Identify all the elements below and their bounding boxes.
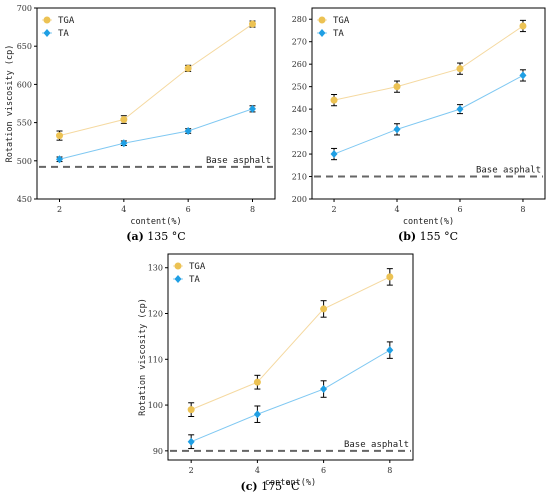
legend-label-ta: TA — [333, 29, 344, 39]
data-point-ta — [330, 150, 338, 159]
y-axis-label: Rotation viscosity (cp) — [138, 298, 148, 416]
y-tick-label: 650 — [17, 42, 32, 51]
x-tick-label: 4 — [121, 205, 126, 214]
data-point-ta — [386, 346, 394, 355]
panel-caption: (a) 135 °C — [126, 230, 185, 243]
legend-label-tga: TGA — [333, 16, 350, 26]
legend-marker — [174, 262, 182, 270]
legend-marker — [174, 275, 182, 283]
panel-caption-temperature: 155 °C — [416, 230, 458, 243]
chart-panel-2: 2 4 6 8 200 210 220 230 240 250 260 270 280 content(%… — [292, 7, 546, 243]
chart-panel-1: 2 4 6 8 450 500 550 600 650 700 content(%) Rotation… — [5, 4, 276, 243]
x-axis-label: content(%) — [265, 478, 316, 488]
x-tick-label: 4 — [394, 205, 399, 214]
data-point-tga — [248, 20, 256, 28]
x-tick-label: 4 — [255, 466, 260, 475]
data-point-ta — [393, 125, 401, 134]
legend-marker — [318, 16, 326, 24]
x-tick-label: 2 — [57, 205, 62, 214]
legend-label-ta: TA — [58, 29, 69, 39]
panel-caption-label: (c) — [240, 480, 257, 493]
y-tick-label: 120 — [148, 310, 163, 319]
data-point-ta — [248, 104, 256, 113]
panel-caption-label: (a) — [126, 230, 144, 243]
x-axis-label: content(%) — [403, 217, 454, 227]
data-point-ta — [187, 437, 195, 446]
x-tick-label: 8 — [250, 205, 255, 214]
y-axis-label: Rotation viscosity (cp) — [5, 45, 15, 163]
y-tick-label: 220 — [292, 150, 307, 159]
legend-label-ta: TA — [189, 275, 200, 285]
panel-caption: (c) 175 °C — [240, 480, 299, 493]
x-tick-label: 6 — [186, 205, 191, 214]
y-tick-label: 230 — [292, 128, 307, 137]
data-point-ta — [320, 385, 328, 394]
data-point-tga — [519, 22, 527, 30]
y-tick-label: 90 — [153, 447, 163, 456]
y-tick-label: 250 — [292, 83, 307, 92]
y-tick-label: 280 — [292, 15, 307, 24]
legend-marker — [43, 29, 51, 37]
data-point-tga — [120, 116, 128, 124]
data-point-tga — [187, 406, 195, 414]
plot-frame — [311, 7, 546, 200]
y-tick-label: 700 — [17, 4, 32, 13]
x-axis-label: content(%) — [130, 217, 181, 227]
data-point-tga — [320, 305, 328, 313]
x-tick-label: 8 — [387, 466, 392, 475]
series-line-ta — [333, 74, 524, 155]
series-line-tga — [59, 23, 253, 137]
chart-panel-3: 2 4 6 8 90 100 110 120 130 content(%) Rotation vis… — [138, 253, 414, 493]
legend-label-tga: TGA — [58, 16, 75, 26]
series-line-tga — [190, 276, 391, 411]
data-point-tga — [393, 83, 401, 91]
y-tick-label: 210 — [292, 173, 307, 182]
y-tick-label: 110 — [148, 355, 163, 364]
data-point-tga — [253, 378, 261, 386]
panel-caption: (b) 155 °C — [398, 230, 458, 243]
y-tick-label: 100 — [148, 401, 163, 410]
y-tick-label: 130 — [148, 264, 163, 273]
data-point-tga — [56, 132, 64, 140]
y-tick-label: 600 — [17, 80, 32, 89]
panel-caption-label: (b) — [398, 230, 416, 243]
data-point-ta — [253, 410, 261, 419]
x-tick-label: 6 — [321, 466, 326, 475]
x-tick-label: 2 — [189, 466, 194, 475]
y-tick-label: 200 — [292, 195, 307, 204]
x-tick-label: 8 — [520, 205, 525, 214]
x-tick-label: 6 — [457, 205, 462, 214]
data-point-tga — [386, 273, 394, 281]
y-tick-label: 550 — [17, 119, 32, 128]
plot-frame — [36, 7, 276, 200]
legend-label-tga: TGA — [189, 262, 206, 272]
panel-caption-temperature: 175 °C — [258, 480, 300, 493]
legend-marker — [43, 16, 51, 24]
series-line-tga — [333, 25, 524, 101]
base-asphalt-label: Base asphalt — [476, 166, 541, 176]
data-point-tga — [456, 65, 464, 73]
y-tick-label: 260 — [292, 60, 307, 69]
data-point-ta — [184, 127, 192, 136]
series-line-ta — [59, 108, 253, 160]
legend-marker — [318, 29, 326, 37]
x-tick-label: 2 — [331, 205, 336, 214]
base-asphalt-label: Base asphalt — [344, 440, 409, 450]
series-line-ta — [190, 349, 391, 443]
data-point-ta — [120, 139, 128, 148]
data-point-ta — [519, 71, 527, 80]
y-tick-label: 450 — [17, 195, 32, 204]
data-point-tga — [330, 96, 338, 104]
data-point-ta — [456, 105, 464, 114]
base-asphalt-label: Base asphalt — [206, 156, 271, 166]
data-point-tga — [184, 64, 192, 72]
y-tick-label: 240 — [292, 105, 307, 114]
y-tick-label: 270 — [292, 38, 307, 47]
panel-caption-temperature: 135 °C — [144, 230, 186, 243]
plot-frame — [167, 253, 414, 461]
data-point-ta — [56, 155, 64, 164]
y-tick-label: 500 — [17, 157, 32, 166]
